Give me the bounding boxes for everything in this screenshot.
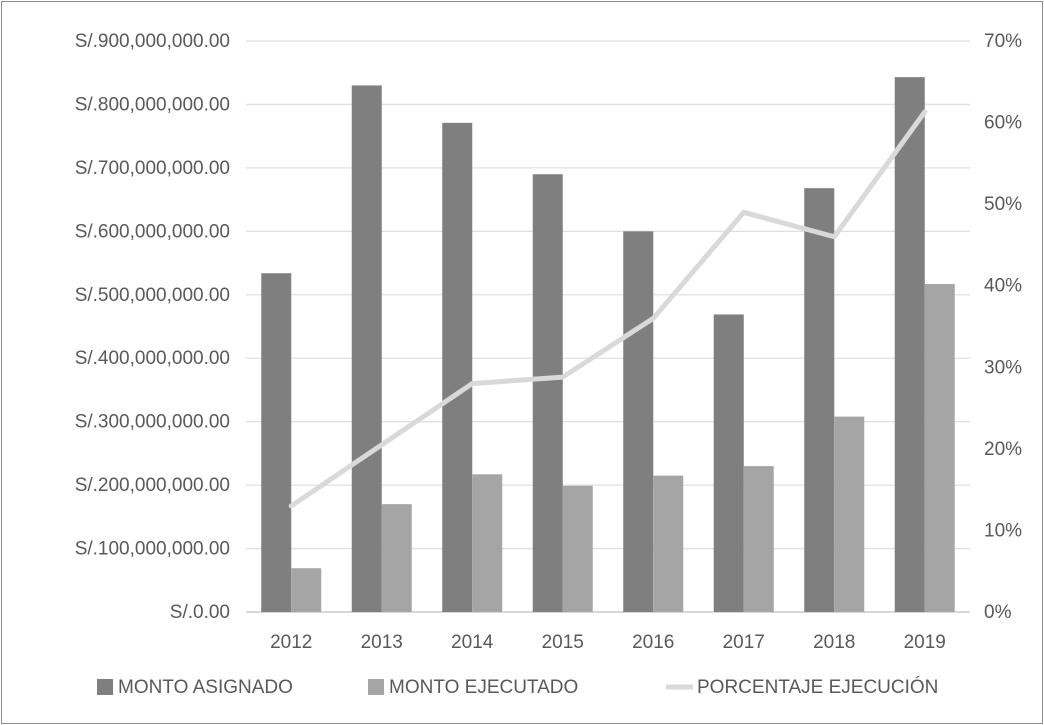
legend-label: PORCENTAJE EJECUCIÓN	[697, 676, 938, 698]
y-left-tick-label: S/.200,000,000.00	[75, 475, 230, 496]
x-tick-label: 2014	[451, 632, 494, 653]
bar	[743, 466, 774, 612]
bar	[713, 314, 744, 612]
legend-swatch	[368, 679, 384, 695]
y-right-tick-label: 10%	[984, 520, 1022, 541]
bar	[351, 85, 382, 612]
y-right-tick-label: 0%	[984, 602, 1012, 623]
bar	[924, 283, 955, 612]
series-line	[288, 109, 928, 509]
legend-label: MONTO ASIGNADO	[118, 677, 293, 698]
y-left-tick-label: S/.900,000,000.00	[75, 31, 230, 52]
y-left-tick-label: S/.300,000,000.00	[75, 412, 230, 433]
bar	[894, 77, 925, 612]
bar	[472, 474, 503, 612]
y-right-tick-label: 40%	[984, 276, 1022, 297]
y-right-tick-label: 30%	[984, 357, 1022, 378]
bar	[804, 188, 835, 613]
y-left-tick-label: S/.800,000,000.00	[75, 94, 230, 115]
bar	[261, 273, 292, 612]
y-right-tick-label: 20%	[984, 439, 1022, 460]
y-left-tick-label: S/.700,000,000.00	[75, 158, 230, 179]
y-right-tick-label: 60%	[984, 113, 1022, 134]
y-left-tick-label: S/.500,000,000.00	[75, 285, 230, 306]
x-tick-label: 2012	[270, 632, 312, 653]
bar	[442, 122, 473, 613]
legend-label: MONTO EJECUTADO	[389, 677, 578, 698]
bar	[291, 568, 322, 612]
x-tick-label: 2018	[813, 632, 855, 653]
bar	[653, 475, 684, 612]
x-tick-label: 2015	[542, 632, 584, 653]
y-left-tick-label: S/.400,000,000.00	[75, 348, 230, 369]
bar	[381, 504, 412, 612]
y-right-tick-label: 50%	[984, 194, 1022, 215]
legend-swatch	[97, 679, 113, 695]
y-left-tick-label: S/.600,000,000.00	[75, 221, 230, 242]
bar	[562, 485, 593, 612]
bar	[532, 174, 563, 612]
y-left-tick-label: S/.100,000,000.00	[75, 539, 230, 560]
x-tick-label: 2019	[904, 632, 946, 653]
bar	[623, 231, 654, 613]
y-right-tick-label: 70%	[984, 31, 1022, 52]
bar	[834, 416, 865, 612]
x-tick-label: 2017	[723, 632, 765, 653]
x-tick-label: 2016	[632, 632, 674, 653]
x-tick-label: 2013	[361, 632, 403, 653]
y-left-tick-label: S/.0.00	[170, 602, 230, 623]
